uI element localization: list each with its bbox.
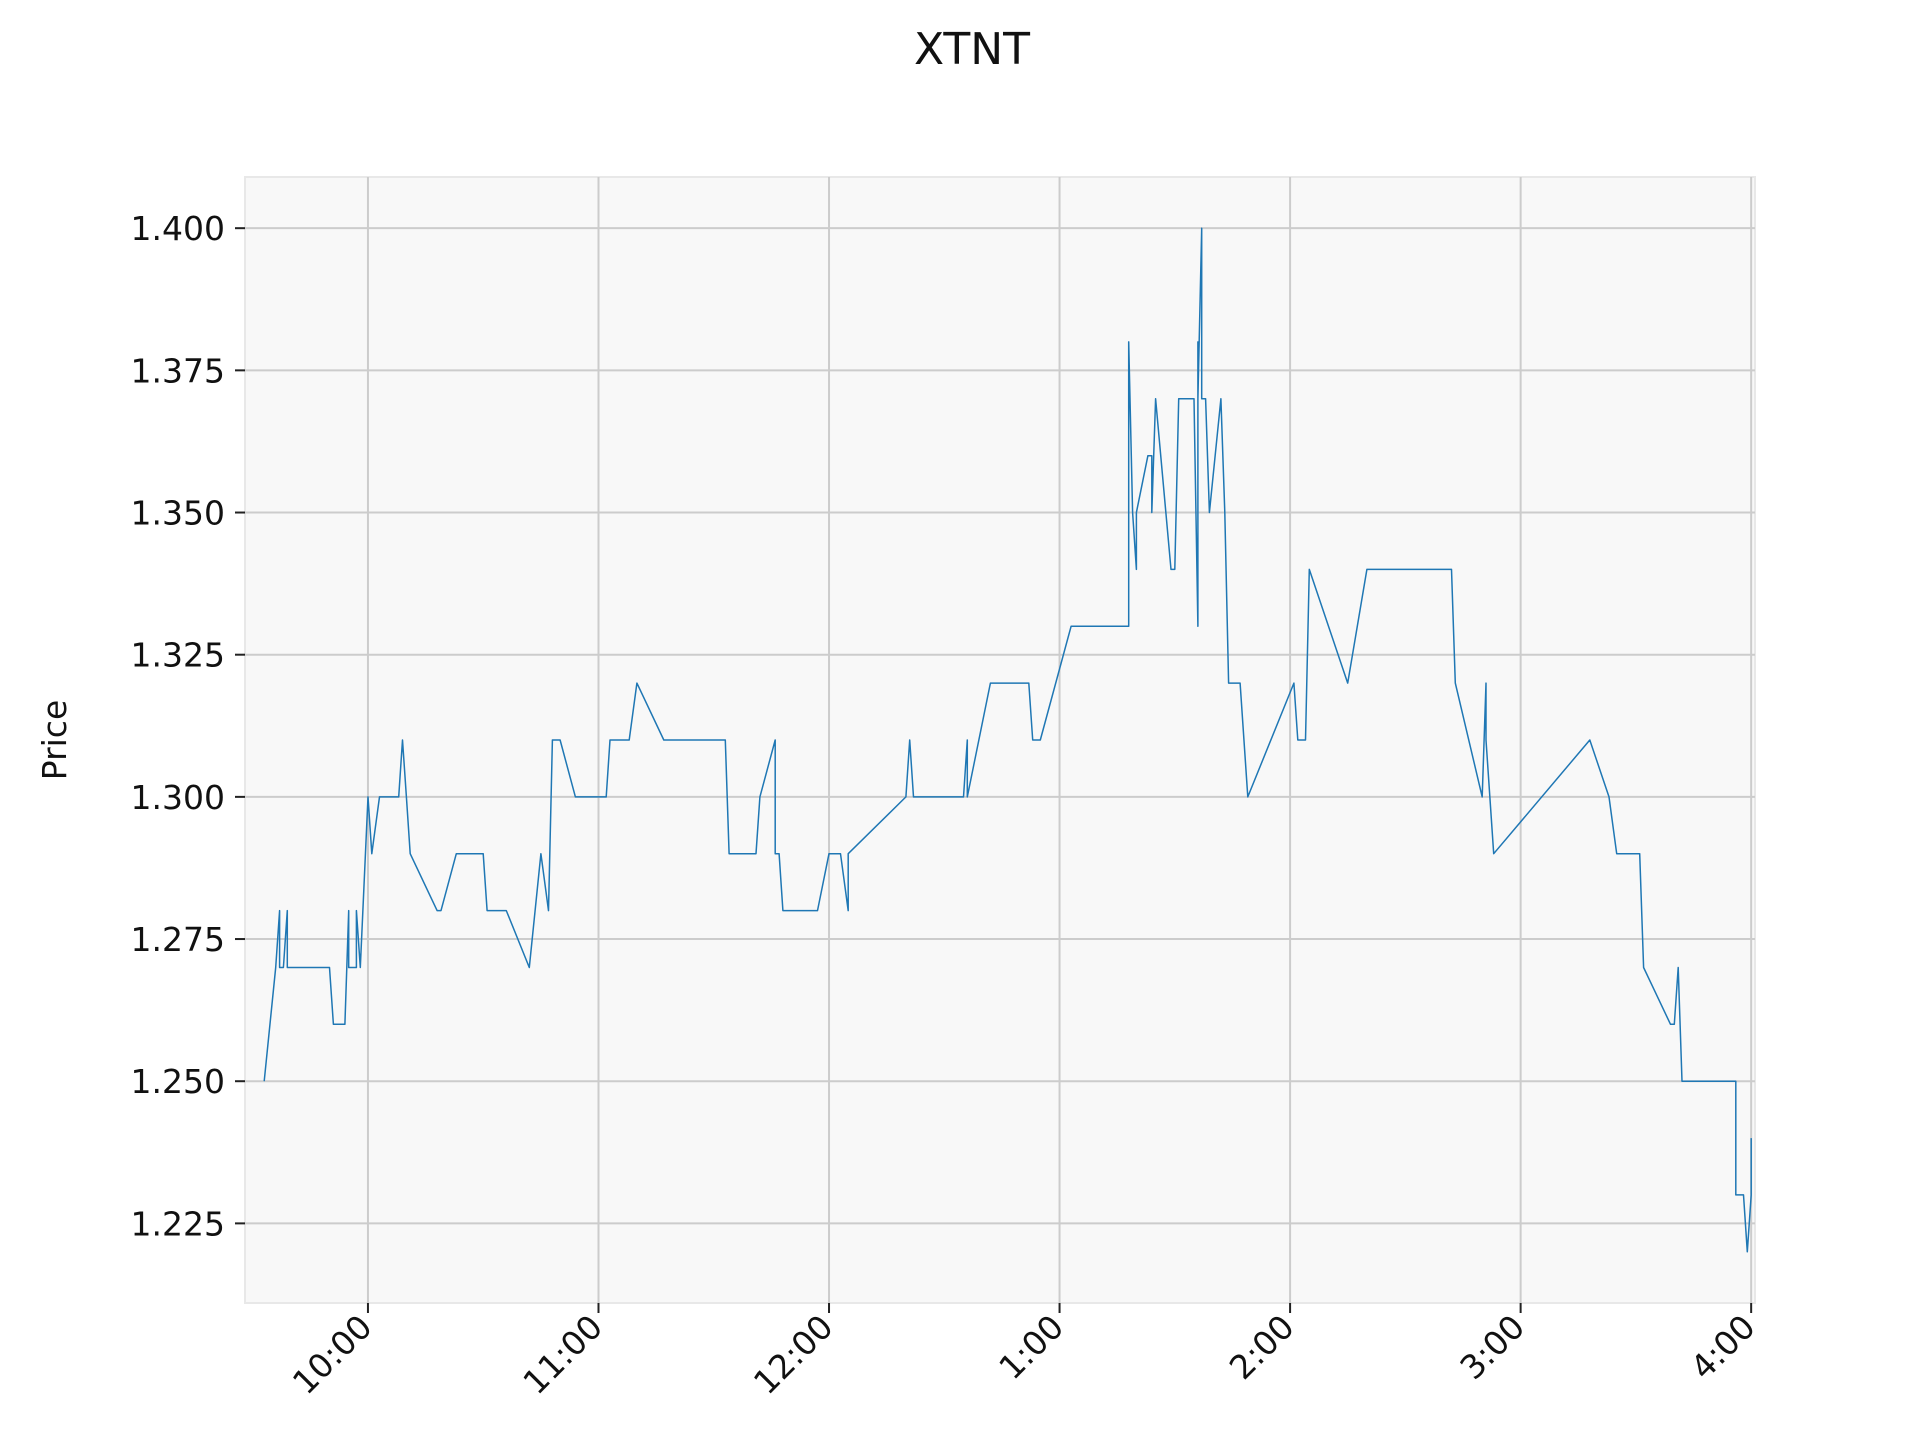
x-tick-label: 1:00 xyxy=(991,1307,1071,1387)
x-tick-label: 11:00 xyxy=(515,1307,610,1402)
y-tick-label: 1.400 xyxy=(131,209,225,248)
x-tick-label: 3:00 xyxy=(1452,1307,1532,1387)
x-tick-label: 12:00 xyxy=(746,1307,841,1402)
x-axis: 10:00 11:00 12:00 1:00 2:00 3:00 4:00 xyxy=(285,1303,1763,1402)
y-axis-label: Price xyxy=(35,700,74,781)
y-axis: 1.225 1.250 1.275 1.300 1.325 1.350 1.375 1.400 xyxy=(131,209,245,1243)
y-tick-label: 1.225 xyxy=(131,1204,225,1243)
plot-area xyxy=(244,176,1756,1304)
y-tick-label: 1.350 xyxy=(131,494,225,533)
y-tick-label: 1.325 xyxy=(131,636,225,675)
y-tick-label: 1.300 xyxy=(131,778,225,817)
y-tick-label: 1.275 xyxy=(131,920,225,959)
grid xyxy=(245,177,1755,1303)
y-tick-label: 1.375 xyxy=(131,351,225,390)
x-tick-label: 10:00 xyxy=(285,1307,380,1402)
chart-title: XTNT xyxy=(914,24,1030,75)
y-tick-label: 1.250 xyxy=(131,1062,225,1101)
series-line xyxy=(263,227,1752,1253)
series-group xyxy=(263,227,1752,1253)
x-tick-label: 2:00 xyxy=(1222,1307,1302,1387)
x-tick-label: 4:00 xyxy=(1683,1307,1763,1387)
